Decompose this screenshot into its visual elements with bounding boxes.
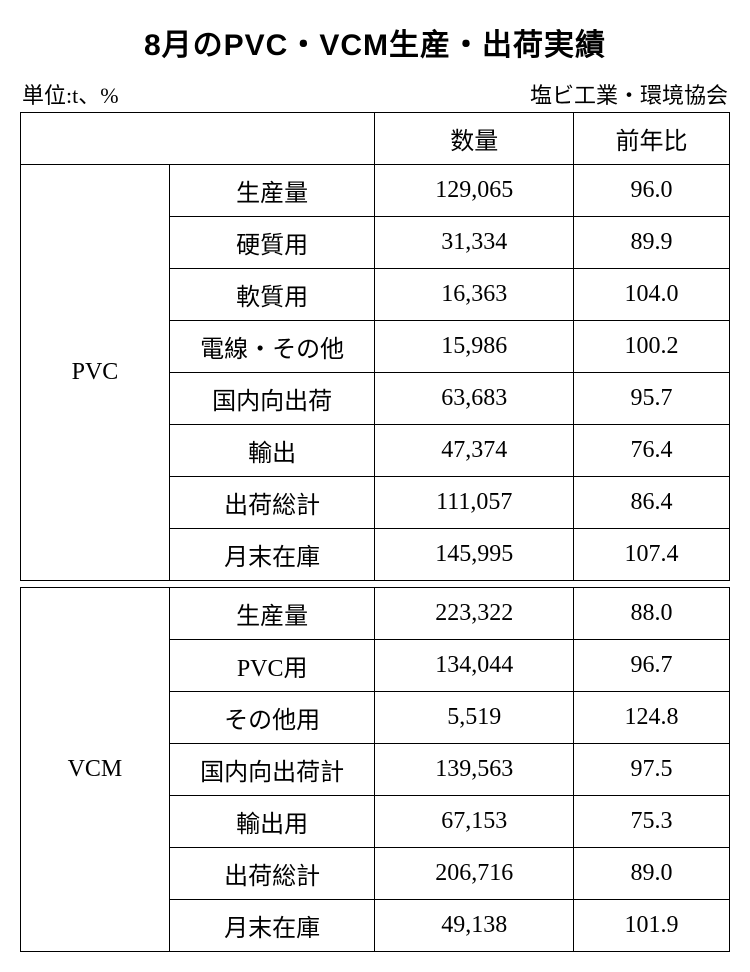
unit-label: 単位:t、% (22, 78, 119, 110)
qty-cell: 134,044 (375, 640, 574, 692)
item-cell: 国内向出荷計 (169, 744, 375, 796)
yoy-cell: 89.9 (574, 217, 730, 269)
qty-cell: 15,986 (375, 321, 574, 373)
page-title: 8月のPVC・VCM生産・出荷実績 (20, 20, 730, 64)
source-label: 塩ビ工業・環境協会 (530, 78, 728, 110)
section-pvc: PVC 生産量 129,065 96.0 硬質用 31,334 89.9 軟質用… (21, 165, 730, 581)
yoy-cell: 75.3 (574, 796, 730, 848)
yoy-cell: 124.8 (574, 692, 730, 744)
qty-cell: 111,057 (375, 477, 574, 529)
yoy-cell: 86.4 (574, 477, 730, 529)
category-cell-pvc: PVC (21, 165, 170, 581)
item-cell: 電線・その他 (169, 321, 375, 373)
item-cell: PVC用 (169, 640, 375, 692)
item-cell: その他用 (169, 692, 375, 744)
yoy-cell: 95.7 (574, 373, 730, 425)
header-blank (21, 113, 375, 165)
qty-cell: 145,995 (375, 529, 574, 581)
section-gap (21, 581, 730, 588)
yoy-cell: 76.4 (574, 425, 730, 477)
item-cell: 出荷総計 (169, 848, 375, 900)
item-cell: 輸出 (169, 425, 375, 477)
item-cell: 生産量 (169, 588, 375, 640)
item-cell: 国内向出荷 (169, 373, 375, 425)
yoy-cell: 107.4 (574, 529, 730, 581)
item-cell: 月末在庫 (169, 900, 375, 952)
yoy-cell: 89.0 (574, 848, 730, 900)
yoy-cell: 101.9 (574, 900, 730, 952)
yoy-cell: 100.2 (574, 321, 730, 373)
yoy-cell: 97.5 (574, 744, 730, 796)
qty-cell: 139,563 (375, 744, 574, 796)
qty-cell: 206,716 (375, 848, 574, 900)
table-header: 数量 前年比 (21, 113, 730, 165)
header-yoy: 前年比 (574, 113, 730, 165)
qty-cell: 129,065 (375, 165, 574, 217)
item-cell: 軟質用 (169, 269, 375, 321)
yoy-cell: 88.0 (574, 588, 730, 640)
qty-cell: 16,363 (375, 269, 574, 321)
table-row: PVC 生産量 129,065 96.0 (21, 165, 730, 217)
yoy-cell: 96.0 (574, 165, 730, 217)
item-cell: 月末在庫 (169, 529, 375, 581)
qty-cell: 67,153 (375, 796, 574, 848)
table-row: VCM 生産量 223,322 88.0 (21, 588, 730, 640)
section-vcm: VCM 生産量 223,322 88.0 PVC用 134,044 96.7 そ… (21, 588, 730, 952)
item-cell: 輸出用 (169, 796, 375, 848)
item-cell: 出荷総計 (169, 477, 375, 529)
item-cell: 生産量 (169, 165, 375, 217)
item-cell: 硬質用 (169, 217, 375, 269)
qty-cell: 49,138 (375, 900, 574, 952)
header-qty: 数量 (375, 113, 574, 165)
data-table: 数量 前年比 PVC 生産量 129,065 96.0 硬質用 31,334 8… (20, 112, 730, 952)
qty-cell: 223,322 (375, 588, 574, 640)
qty-cell: 5,519 (375, 692, 574, 744)
qty-cell: 31,334 (375, 217, 574, 269)
meta-row: 単位:t、% 塩ビ工業・環境協会 (22, 78, 728, 110)
yoy-cell: 96.7 (574, 640, 730, 692)
page: 8月のPVC・VCM生産・出荷実績 単位:t、% 塩ビ工業・環境協会 数量 前年… (0, 0, 750, 972)
yoy-cell: 104.0 (574, 269, 730, 321)
qty-cell: 47,374 (375, 425, 574, 477)
qty-cell: 63,683 (375, 373, 574, 425)
category-cell-vcm: VCM (21, 588, 170, 952)
